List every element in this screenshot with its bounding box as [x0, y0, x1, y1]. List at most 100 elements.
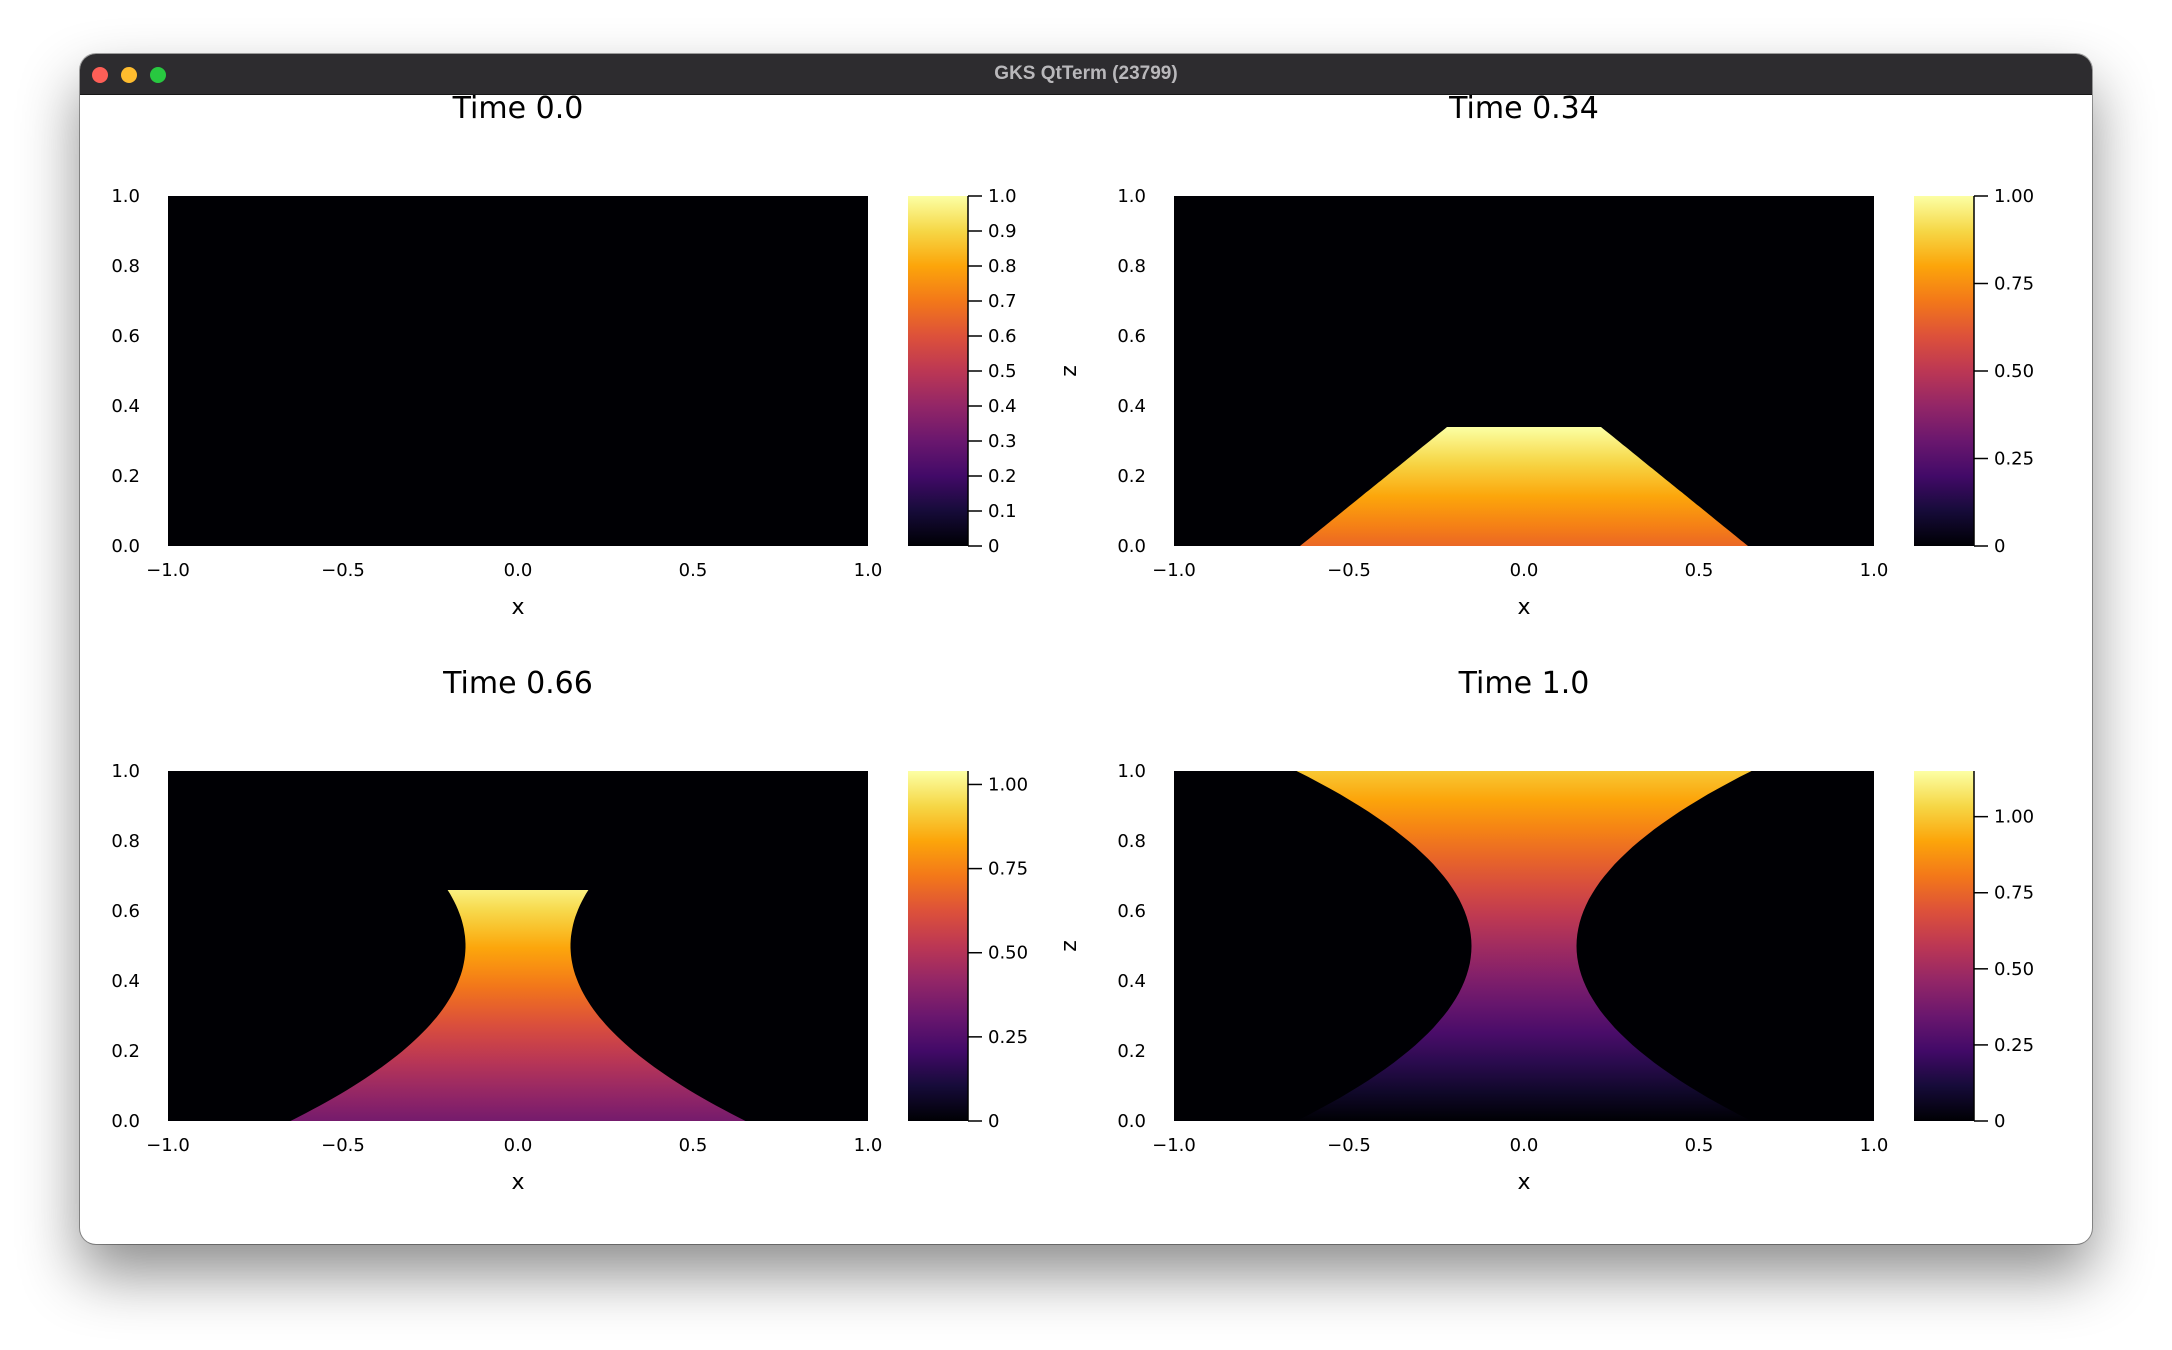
chart-title: Time 0.0: [452, 94, 584, 126]
y-tick-label: 0.6: [1117, 326, 1146, 347]
x-axis-label: x: [1517, 1170, 1530, 1195]
y-tick-label: 0.8: [1117, 256, 1146, 277]
colorbar-tick-label: 0.4: [988, 396, 1017, 417]
plot-figure: Time 0.0 −1.0 −0.5 0.0 0.5 1.0 0.0 0.2 0.4 0.6 0.8…: [111, 94, 2034, 1195]
y-tick-label: 0.8: [1117, 831, 1146, 852]
colorbar-tick-label: 0.25: [988, 1027, 1028, 1048]
y-tick-label: 0.0: [111, 536, 140, 557]
x-tick-label: −1.0: [146, 1135, 190, 1156]
minimize-button[interactable]: [121, 67, 137, 83]
chart-panel-1: Time 0.0 −1.0 −0.5 0.0 0.5 1.0 0.0 0.2 0.4 0.6 0.8…: [111, 94, 1016, 620]
colorbar-tick-label: 0.50: [988, 943, 1028, 964]
app-window: GKS QtTerm (23799) Time 0.0 −1.0 −0.5 0.0 0.…: [80, 54, 2092, 1244]
colorbar-tick-label: 1.00: [988, 774, 1028, 795]
x-axis-label: x: [511, 1170, 524, 1195]
y-tick-label: 0.8: [111, 256, 140, 277]
window-title: GKS QtTerm (23799): [994, 63, 1178, 84]
y-tick-label: 0.2: [1117, 466, 1146, 487]
heatmap-region: [1300, 427, 1748, 546]
x-tick-label: 0.0: [1510, 560, 1539, 581]
y-axis-label: z: [1057, 940, 1082, 952]
colorbar-tick-label: 0.6: [988, 326, 1017, 347]
y-tick-label: 0.6: [111, 326, 140, 347]
x-tick-label: 1.0: [854, 560, 883, 581]
colorbar-tick-label: 0.50: [1994, 959, 2034, 980]
chart-title: Time 0.34: [1448, 94, 1599, 126]
y-tick-label: 0.2: [1117, 1041, 1146, 1062]
x-axis-label: x: [1517, 595, 1530, 620]
y-tick-label: 1.0: [111, 761, 140, 782]
x-tick-label: 0.5: [679, 1135, 708, 1156]
colorbar-tick-label: 0.9: [988, 221, 1017, 242]
y-tick-label: 0.4: [1117, 396, 1146, 417]
colorbar-tick-label: 0.1: [988, 501, 1017, 522]
colorbar-tick-label: 0.75: [1994, 274, 2034, 295]
chart-title: Time 0.66: [442, 666, 593, 701]
chart-panel-2: Time 0.34 −1.0 −0.5 0.0 0.5 1.0 0.0 0.2 0.4 0.6 0.…: [1057, 94, 2034, 620]
y-tick-label: 1.0: [111, 186, 140, 207]
colorbar: [908, 771, 968, 1121]
y-tick-label: 0.0: [111, 1111, 140, 1132]
colorbar: [908, 196, 968, 546]
y-tick-label: 0.6: [1117, 901, 1146, 922]
x-tick-label: −0.5: [1327, 1135, 1371, 1156]
colorbar-tick-label: 0.8: [988, 256, 1017, 277]
colorbar-tick-label: 0.25: [1994, 1035, 2034, 1056]
heatmap-region: [1296, 771, 1752, 1121]
x-tick-label: 0.0: [504, 1135, 533, 1156]
x-tick-label: −0.5: [321, 1135, 365, 1156]
colorbar-tick-label: 0.7: [988, 291, 1017, 312]
x-tick-label: −1.0: [1152, 560, 1196, 581]
x-tick-label: 0.5: [1685, 1135, 1714, 1156]
colorbar-tick-label: 0.2: [988, 466, 1017, 487]
colorbar-tick-label: 0: [988, 1111, 999, 1132]
x-tick-label: −0.5: [321, 560, 365, 581]
colorbar-tick-label: 0: [1994, 1111, 2005, 1132]
colorbar-tick-label: 1.00: [1994, 186, 2034, 207]
colorbar-tick-label: 0.75: [988, 859, 1028, 880]
x-tick-label: 1.0: [1860, 1135, 1889, 1156]
title-bar[interactable]: GKS QtTerm (23799): [80, 54, 2092, 95]
y-tick-label: 0.6: [111, 901, 140, 922]
colorbar-tick-label: 0: [988, 536, 999, 557]
colorbar: [1914, 196, 1974, 546]
plot-canvas: Time 0.0 −1.0 −0.5 0.0 0.5 1.0 0.0 0.2 0.4 0.6 0.8…: [80, 94, 2092, 1244]
colorbar-tick-label: 0.50: [1994, 361, 2034, 382]
chart-panel-4: Time 1.0 −1.0 −0.5 0.0 0.5 1.0 0.0 0.2 0.4 0.6 0.8…: [1057, 666, 2034, 1195]
x-tick-label: 1.0: [1860, 560, 1889, 581]
heatmap-region: [290, 890, 746, 1121]
colorbar-tick-label: 0.3: [988, 431, 1017, 452]
y-tick-label: 0.0: [1117, 1111, 1146, 1132]
y-tick-label: 1.0: [1117, 761, 1146, 782]
colorbar-tick-label: 0: [1994, 536, 2005, 557]
y-tick-label: 0.2: [111, 466, 140, 487]
x-axis-label: x: [511, 595, 524, 620]
maximize-button[interactable]: [150, 67, 166, 83]
x-tick-label: 0.5: [1685, 560, 1714, 581]
heatmap-background: [168, 196, 868, 546]
x-tick-label: −1.0: [1152, 1135, 1196, 1156]
y-tick-label: 0.0: [1117, 536, 1146, 557]
colorbar-tick-label: 0.5: [988, 361, 1017, 382]
colorbar-tick-label: 0.25: [1994, 449, 2034, 470]
x-tick-label: 0.0: [504, 560, 533, 581]
close-button[interactable]: [92, 67, 108, 83]
x-tick-label: −1.0: [146, 560, 190, 581]
y-tick-label: 0.2: [111, 1041, 140, 1062]
colorbar: [1914, 771, 1974, 1121]
colorbar-tick-label: 0.75: [1994, 883, 2034, 904]
x-tick-label: 0.5: [679, 560, 708, 581]
y-tick-label: 0.8: [111, 831, 140, 852]
chart-title: Time 1.0: [1458, 666, 1590, 701]
y-tick-label: 0.4: [111, 971, 140, 992]
x-tick-label: 0.0: [1510, 1135, 1539, 1156]
colorbar-tick-label: 1.00: [1994, 807, 2034, 828]
x-tick-label: 1.0: [854, 1135, 883, 1156]
y-tick-label: 1.0: [1117, 186, 1146, 207]
chart-panel-3: Time 0.66 −1.0 −0.5 0.0 0.5 1.0 0.0 0.2 0.4 0.6 0.…: [111, 666, 1028, 1195]
y-tick-label: 0.4: [1117, 971, 1146, 992]
y-tick-label: 0.4: [111, 396, 140, 417]
colorbar-tick-label: 1.0: [988, 186, 1017, 207]
y-axis-label: z: [1057, 365, 1082, 377]
x-tick-label: −0.5: [1327, 560, 1371, 581]
